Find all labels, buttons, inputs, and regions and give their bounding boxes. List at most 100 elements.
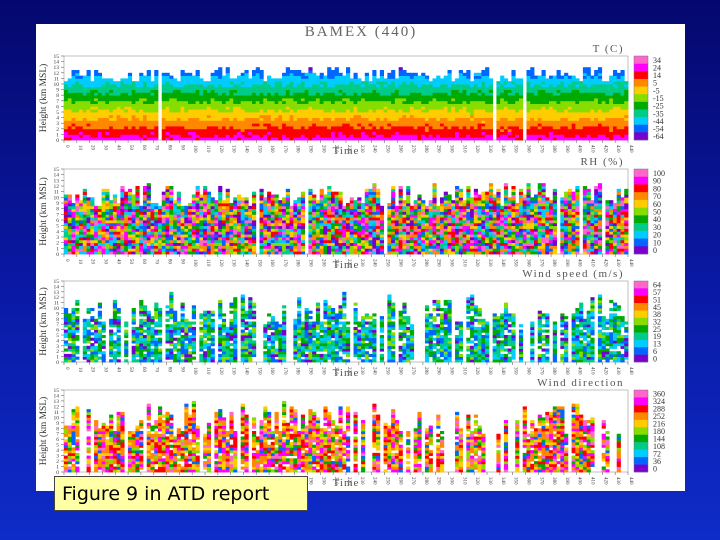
panel-1-cell bbox=[120, 200, 125, 204]
panel-0-cell bbox=[485, 123, 490, 127]
panel-0-cell bbox=[109, 86, 114, 90]
panel-1-cell bbox=[105, 242, 110, 246]
panel-1-cell bbox=[180, 234, 185, 238]
panel-0-cell bbox=[379, 131, 384, 135]
panel-0-cell bbox=[575, 103, 580, 107]
panel-0-cell bbox=[214, 120, 219, 124]
panel-0-cell bbox=[586, 67, 591, 71]
panel-0-cell bbox=[312, 98, 317, 102]
panel-0-cell bbox=[361, 84, 366, 88]
panel-0-cell bbox=[368, 131, 373, 135]
panel-0-cell bbox=[458, 72, 463, 76]
panel-0-cell bbox=[383, 123, 388, 127]
panel-0-cell bbox=[176, 131, 181, 135]
panel-0-cell bbox=[267, 100, 272, 104]
panel-0-cell bbox=[240, 131, 245, 135]
panel-0-cell bbox=[440, 106, 445, 110]
panel-0-cell bbox=[545, 98, 550, 102]
panel-0-cell bbox=[263, 86, 268, 90]
panel-0-cell bbox=[357, 131, 362, 135]
panel-0-cell bbox=[236, 81, 242, 85]
panel-0-cell bbox=[199, 84, 204, 88]
panel-0-cell bbox=[594, 100, 599, 104]
panel-0-cell bbox=[289, 72, 294, 76]
panel-0-cell bbox=[567, 100, 572, 104]
panel-1-cell bbox=[75, 220, 80, 224]
panel-0-cell bbox=[503, 103, 509, 107]
panel-0-cell bbox=[620, 114, 625, 118]
panel-1-cell bbox=[131, 242, 136, 246]
panel-0-cell bbox=[312, 95, 317, 99]
panel-0-cell bbox=[236, 75, 242, 79]
panel-1-cell bbox=[312, 194, 317, 198]
panel-0-cell bbox=[440, 123, 445, 127]
panel-1-cell bbox=[154, 251, 159, 255]
panel-0-cell bbox=[319, 117, 324, 121]
panel-0-cell bbox=[398, 120, 403, 124]
panel-1-cell bbox=[300, 237, 306, 241]
panel-0-cell bbox=[481, 95, 486, 99]
panel-0-cell bbox=[169, 106, 174, 110]
panel-0-cell bbox=[507, 126, 512, 130]
panel-0-cell bbox=[485, 117, 490, 121]
panel-1-cell bbox=[109, 248, 114, 252]
panel-1-cell bbox=[289, 217, 294, 221]
panel-0-cell bbox=[154, 95, 159, 99]
panel-0-cell bbox=[379, 70, 384, 74]
panel-1-cell bbox=[180, 217, 185, 221]
panel-1-cell bbox=[270, 200, 275, 204]
panel-0-cell bbox=[112, 126, 118, 130]
panel-1-cell bbox=[139, 208, 144, 212]
panel-1-cell bbox=[319, 239, 324, 244]
panel-0-x-tick-label: 140 bbox=[243, 145, 248, 153]
panel-0-cell bbox=[312, 103, 317, 107]
panel-1-cell bbox=[300, 231, 306, 235]
panel-0-cell bbox=[368, 106, 373, 110]
panel-0-cell bbox=[338, 109, 343, 113]
panel-0-cell bbox=[394, 98, 400, 102]
panel-1-cell bbox=[221, 251, 227, 255]
panel-1-cell bbox=[278, 245, 283, 249]
panel-0-cell bbox=[105, 134, 110, 138]
panel-0-cell bbox=[274, 114, 279, 118]
panel-0-cell bbox=[64, 92, 69, 96]
panel-1-cell bbox=[154, 228, 159, 232]
panel-1-cell bbox=[154, 222, 159, 227]
panel-0-cell bbox=[308, 78, 313, 82]
panel-0-cell bbox=[94, 70, 99, 74]
panel-0-cell bbox=[161, 86, 166, 90]
panel-1-cell bbox=[225, 197, 230, 201]
panel-0-cell bbox=[541, 70, 546, 74]
panel-1-cell bbox=[229, 242, 234, 246]
panel-0-cell bbox=[353, 137, 358, 141]
panel-1-cell bbox=[139, 237, 144, 241]
panel-1-cell bbox=[67, 248, 72, 252]
panel-0-cell bbox=[263, 126, 268, 130]
panel-0-x-tick-label: 300 bbox=[449, 145, 454, 153]
panel-0-cell bbox=[64, 114, 69, 118]
panel-0-cell bbox=[364, 86, 369, 90]
panel-0-cell bbox=[82, 89, 87, 93]
panel-0-cell bbox=[470, 137, 475, 141]
panel-1-cell bbox=[94, 208, 99, 212]
panel-0-cell bbox=[240, 84, 245, 88]
panel-1-cell bbox=[244, 222, 249, 227]
panel-0-cell bbox=[451, 86, 456, 90]
panel-0-cell bbox=[609, 92, 614, 96]
panel-0-cell bbox=[252, 114, 257, 118]
panel-0-cell bbox=[417, 84, 422, 88]
panel-0-cell bbox=[146, 84, 151, 88]
panel-0-cell bbox=[86, 84, 91, 88]
panel-0-cell bbox=[293, 86, 298, 90]
panel-0-cell bbox=[530, 120, 535, 124]
panel-1-cell bbox=[165, 203, 170, 207]
panel-0-cell bbox=[342, 81, 347, 85]
panel-0-cell bbox=[282, 78, 287, 82]
panel-1-cell bbox=[300, 239, 306, 244]
panel-0-cell bbox=[184, 86, 189, 90]
panel-1-cell bbox=[191, 228, 196, 232]
panel-0-cell bbox=[105, 84, 110, 88]
panel-0-cell bbox=[620, 123, 625, 127]
panel-0-cell bbox=[552, 114, 557, 118]
panel-0-cell bbox=[391, 89, 396, 93]
